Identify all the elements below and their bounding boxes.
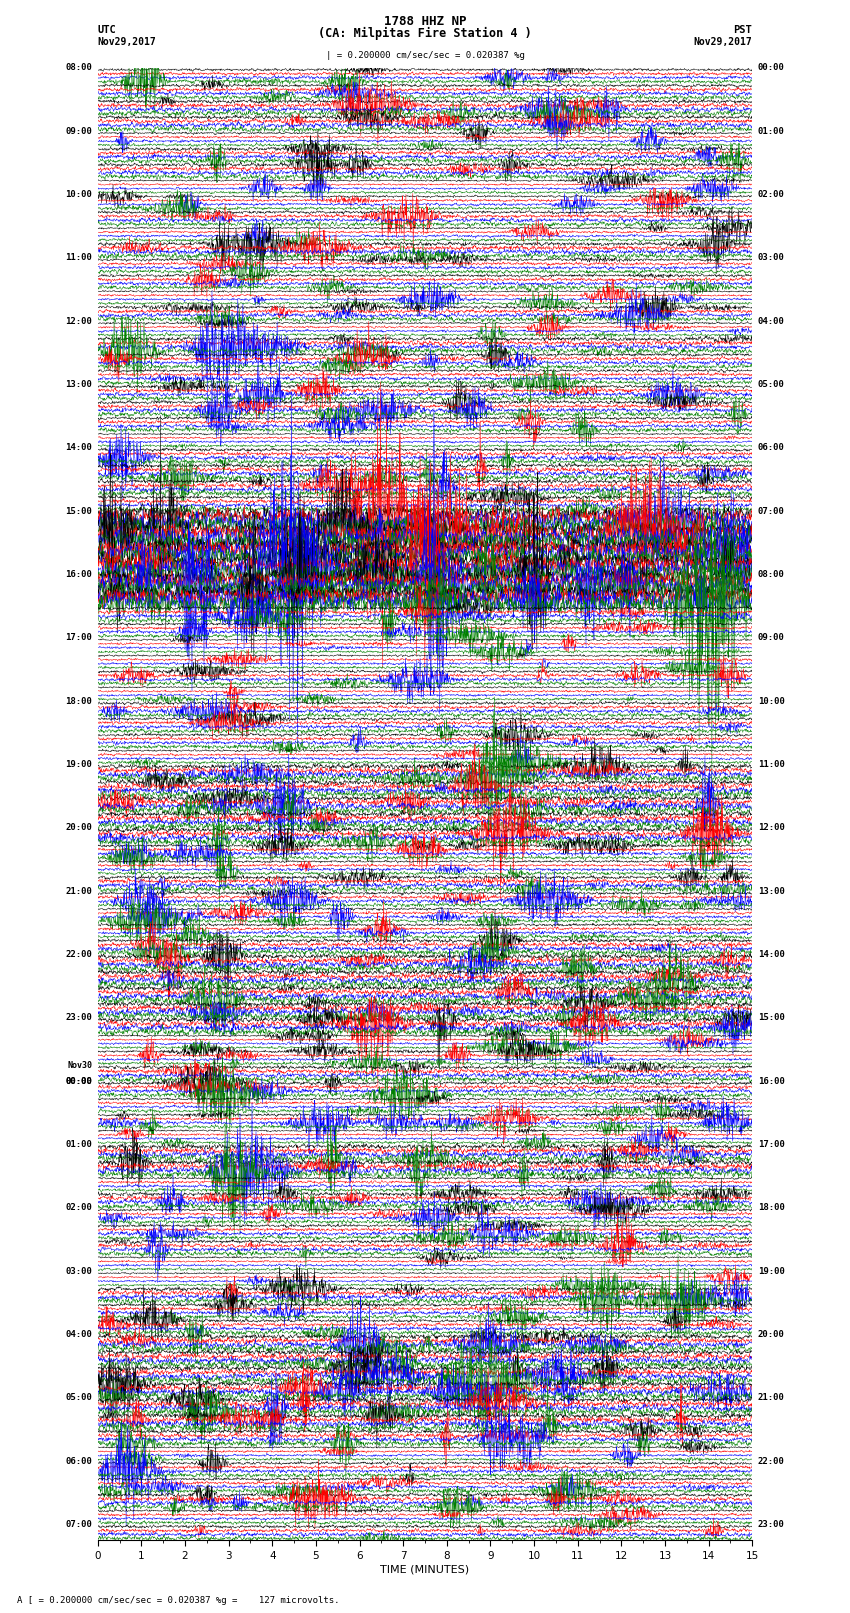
- Text: 16:00: 16:00: [758, 1077, 785, 1086]
- Text: 13:00: 13:00: [65, 381, 92, 389]
- Text: 22:00: 22:00: [65, 950, 92, 960]
- Text: 04:00: 04:00: [758, 316, 785, 326]
- Text: 09:00: 09:00: [758, 634, 785, 642]
- Text: 10:00: 10:00: [758, 697, 785, 705]
- Text: 17:00: 17:00: [65, 634, 92, 642]
- Text: 00:00: 00:00: [65, 1077, 92, 1086]
- Text: A [ = 0.200000 cm/sec/sec = 0.020387 %g =    127 microvolts.: A [ = 0.200000 cm/sec/sec = 0.020387 %g …: [17, 1595, 339, 1605]
- Text: 20:00: 20:00: [758, 1331, 785, 1339]
- Text: 02:00: 02:00: [758, 190, 785, 198]
- Text: 07:00: 07:00: [65, 1519, 92, 1529]
- Text: 23:00: 23:00: [758, 1519, 785, 1529]
- Text: 04:00: 04:00: [65, 1331, 92, 1339]
- Text: 19:00: 19:00: [758, 1266, 785, 1276]
- Text: 14:00: 14:00: [758, 950, 785, 960]
- Text: 21:00: 21:00: [65, 887, 92, 895]
- Text: 12:00: 12:00: [758, 823, 785, 832]
- Text: Nov29,2017: Nov29,2017: [98, 37, 156, 47]
- Text: 12:00: 12:00: [65, 316, 92, 326]
- Text: 01:00: 01:00: [65, 1140, 92, 1148]
- Text: 16:00: 16:00: [65, 569, 92, 579]
- Text: 10:00: 10:00: [65, 190, 92, 198]
- Text: 05:00: 05:00: [758, 381, 785, 389]
- Text: PST: PST: [734, 26, 752, 35]
- Text: 07:00: 07:00: [758, 506, 785, 516]
- Text: UTC: UTC: [98, 26, 116, 35]
- Text: 01:00: 01:00: [758, 126, 785, 135]
- Text: 11:00: 11:00: [65, 253, 92, 263]
- Text: 15:00: 15:00: [65, 506, 92, 516]
- Text: 17:00: 17:00: [758, 1140, 785, 1148]
- Text: 19:00: 19:00: [65, 760, 92, 769]
- Text: 13:00: 13:00: [758, 887, 785, 895]
- Text: Nov30: Nov30: [67, 1061, 92, 1069]
- Text: 23:00: 23:00: [65, 1013, 92, 1023]
- Text: 02:00: 02:00: [65, 1203, 92, 1213]
- Text: 1788 HHZ NP: 1788 HHZ NP: [383, 15, 467, 29]
- Text: 18:00: 18:00: [758, 1203, 785, 1213]
- Text: 22:00: 22:00: [758, 1457, 785, 1466]
- Text: 11:00: 11:00: [758, 760, 785, 769]
- Text: Nov29,2017: Nov29,2017: [694, 37, 752, 47]
- Text: 03:00: 03:00: [758, 253, 785, 263]
- Text: 21:00: 21:00: [758, 1394, 785, 1402]
- Text: | = 0.200000 cm/sec/sec = 0.020387 %g: | = 0.200000 cm/sec/sec = 0.020387 %g: [326, 50, 524, 60]
- Text: 08:00: 08:00: [758, 569, 785, 579]
- Text: 03:00: 03:00: [65, 1266, 92, 1276]
- Text: 20:00: 20:00: [65, 823, 92, 832]
- Text: 15:00: 15:00: [758, 1013, 785, 1023]
- Text: (CA: Milpitas Fire Station 4 ): (CA: Milpitas Fire Station 4 ): [318, 27, 532, 40]
- Text: 06:00: 06:00: [758, 444, 785, 452]
- Text: 14:00: 14:00: [65, 444, 92, 452]
- Text: 06:00: 06:00: [65, 1457, 92, 1466]
- X-axis label: TIME (MINUTES): TIME (MINUTES): [381, 1565, 469, 1574]
- Text: 18:00: 18:00: [65, 697, 92, 705]
- Text: 00:00: 00:00: [65, 1077, 92, 1086]
- Text: 08:00: 08:00: [65, 63, 92, 73]
- Text: 05:00: 05:00: [65, 1394, 92, 1402]
- Text: 00:00: 00:00: [758, 63, 785, 73]
- Text: 09:00: 09:00: [65, 126, 92, 135]
